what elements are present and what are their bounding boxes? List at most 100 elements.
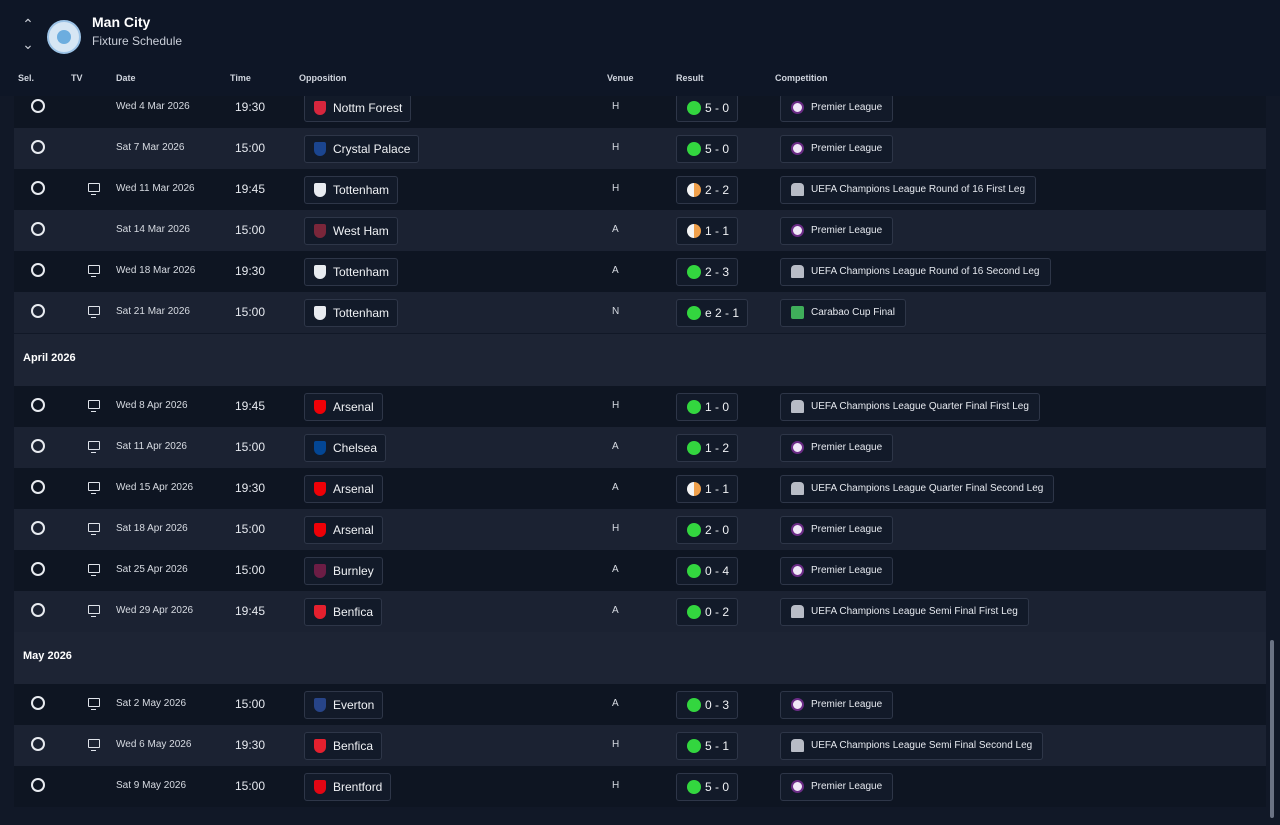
select-radio[interactable] [31, 603, 45, 617]
col-competition[interactable]: Competition [775, 73, 828, 83]
select-radio[interactable] [31, 778, 45, 792]
col-time[interactable]: Time [230, 73, 251, 83]
competition-button[interactable]: UEFA Champions League Semi Final First L… [780, 598, 1029, 626]
col-sel[interactable]: Sel. [18, 73, 35, 83]
result-button[interactable]: 0 - 4 [676, 557, 739, 585]
result-button[interactable]: 0 - 2 [676, 598, 739, 626]
fixture-row[interactable]: Wed 11 Mar 2026 19:45 Tottenham H 2 - 2 UEFA … [14, 169, 1266, 210]
select-radio[interactable] [31, 521, 45, 535]
scrollbar[interactable] [1270, 640, 1274, 818]
select-radio[interactable] [31, 696, 45, 710]
competition-button[interactable]: UEFA Champions League Quarter Final Seco… [780, 475, 1055, 503]
competition-button[interactable]: Premier League [780, 691, 894, 719]
win-dot-icon [687, 523, 701, 537]
select-radio[interactable] [31, 737, 45, 751]
fixture-row[interactable]: Wed 4 Mar 2026 19:30 Nottm Forest H 5 - 0 Pre… [14, 96, 1266, 128]
win-dot-icon [687, 441, 701, 455]
result-button[interactable]: 5 - 1 [676, 732, 739, 760]
fixture-row[interactable]: Wed 29 Apr 2026 19:45 Benfica A 0 - 2 UEFA Ch… [14, 591, 1266, 632]
select-radio[interactable] [31, 398, 45, 412]
fixture-row[interactable]: Sat 9 May 2026 15:00 Brentford H 5 - 0 Premie… [14, 766, 1266, 807]
opposition-button[interactable]: Brentford [304, 773, 392, 801]
opposition-button[interactable]: Arsenal [304, 393, 383, 421]
select-radio[interactable] [31, 439, 45, 453]
col-opposition[interactable]: Opposition [299, 73, 347, 83]
fixture-row[interactable]: Wed 6 May 2026 19:30 Benfica H 5 - 1 UEFA Cha… [14, 725, 1266, 766]
fixture-date: Wed 11 Mar 2026 [116, 183, 195, 194]
result-button[interactable]: 1 - 1 [676, 475, 739, 503]
competition-button[interactable]: Carabao Cup Final [780, 299, 906, 327]
select-radio[interactable] [31, 263, 45, 277]
chevron-down-icon[interactable]: ⌄ [22, 36, 34, 52]
result-button[interactable]: 5 - 0 [676, 773, 739, 801]
opposition-button[interactable]: Burnley [304, 557, 383, 585]
opposition-button[interactable]: Tottenham [304, 176, 399, 204]
select-radio[interactable] [31, 99, 45, 113]
competition-button[interactable]: UEFA Champions League Semi Final Second … [780, 732, 1044, 760]
opposition-button[interactable]: Tottenham [304, 299, 399, 327]
club-crest-icon[interactable] [47, 20, 81, 54]
opposition-button[interactable]: Chelsea [304, 434, 387, 462]
opposition-button[interactable]: Arsenal [304, 475, 383, 503]
competition-button[interactable]: Premier League [780, 557, 894, 585]
nav-arrows: ⌃ ⌄ [18, 14, 38, 56]
club-badge-icon [314, 306, 326, 320]
chevron-up-icon[interactable]: ⌃ [22, 16, 34, 32]
competition-button[interactable]: Premier League [780, 135, 894, 163]
champions-league-icon [791, 265, 804, 278]
col-tv[interactable]: TV [71, 73, 83, 83]
opposition-button[interactable]: West Ham [304, 217, 398, 245]
tv-icon [88, 265, 100, 277]
select-radio[interactable] [31, 304, 45, 318]
col-result[interactable]: Result [676, 73, 704, 83]
result-button[interactable]: 2 - 3 [676, 258, 739, 286]
select-radio[interactable] [31, 140, 45, 154]
competition-button[interactable]: Premier League [780, 516, 894, 544]
competition-button[interactable]: Premier League [780, 434, 894, 462]
competition-button[interactable]: Premier League [780, 96, 894, 122]
result-button[interactable]: 5 - 0 [676, 135, 739, 163]
result-button[interactable]: 2 - 2 [676, 176, 739, 204]
select-radio[interactable] [31, 222, 45, 236]
result-button[interactable]: 1 - 2 [676, 434, 739, 462]
opposition-button[interactable]: Everton [304, 691, 384, 719]
opposition-button[interactable]: Benfica [304, 598, 383, 626]
col-date[interactable]: Date [116, 73, 136, 83]
fixture-row[interactable]: Wed 18 Mar 2026 19:30 Tottenham A 2 - 3 UEFA … [14, 251, 1266, 292]
result-button[interactable]: 1 - 0 [676, 393, 739, 421]
fixture-row[interactable]: Sat 11 Apr 2026 15:00 Chelsea A 1 - 2 Premier… [14, 427, 1266, 468]
opposition-name: Brentford [333, 780, 383, 794]
fixture-row[interactable]: Sat 18 Apr 2026 15:00 Arsenal H 2 - 0 Premier… [14, 509, 1266, 550]
select-radio[interactable] [31, 181, 45, 195]
opposition-button[interactable]: Nottm Forest [304, 96, 412, 122]
club-name[interactable]: Man City [92, 14, 151, 30]
opposition-button[interactable]: Tottenham [304, 258, 399, 286]
fixture-row[interactable]: Sat 14 Mar 2026 15:00 West Ham A 1 - 1 Premie… [14, 210, 1266, 251]
opposition-button[interactable]: Benfica [304, 732, 383, 760]
competition-button[interactable]: UEFA Champions League Round of 16 First … [780, 176, 1037, 204]
opposition-button[interactable]: Crystal Palace [304, 135, 420, 163]
draw-dot-icon [687, 224, 701, 238]
competition-button[interactable]: Premier League [780, 217, 894, 245]
select-radio[interactable] [31, 480, 45, 494]
fixture-row[interactable]: Wed 15 Apr 2026 19:30 Arsenal A 1 - 1 UEFA Ch… [14, 468, 1266, 509]
fixture-row[interactable]: Sat 7 Mar 2026 15:00 Crystal Palace H 5 - 0 P… [14, 128, 1266, 169]
select-radio[interactable] [31, 562, 45, 576]
col-venue[interactable]: Venue [607, 73, 634, 83]
result-button[interactable]: 2 - 0 [676, 516, 739, 544]
competition-button[interactable]: UEFA Champions League Round of 16 Second… [780, 258, 1051, 286]
fixture-row[interactable]: Wed 8 Apr 2026 19:45 Arsenal H 1 - 0 UEFA Cha… [14, 386, 1266, 427]
opposition-button[interactable]: Arsenal [304, 516, 383, 544]
fixture-time: 15:00 [235, 223, 266, 237]
result-button[interactable]: 1 - 1 [676, 217, 739, 245]
competition-button[interactable]: Premier League [780, 773, 894, 801]
fixture-list[interactable]: Wed 4 Mar 2026 19:30 Nottm Forest H 5 - 0 Pre… [14, 96, 1266, 825]
fixture-row[interactable]: Sat 2 May 2026 15:00 Everton A 0 - 3 Premier … [14, 684, 1266, 725]
fixture-row[interactable]: Sat 25 Apr 2026 15:00 Burnley A 0 - 4 Premier… [14, 550, 1266, 591]
result-button[interactable]: 0 - 3 [676, 691, 739, 719]
result-button[interactable]: e 2 - 1 [676, 299, 749, 327]
competition-button[interactable]: UEFA Champions League Quarter Final Firs… [780, 393, 1040, 421]
result-button[interactable]: 5 - 0 [676, 96, 739, 122]
opposition-name: Benfica [333, 739, 374, 753]
